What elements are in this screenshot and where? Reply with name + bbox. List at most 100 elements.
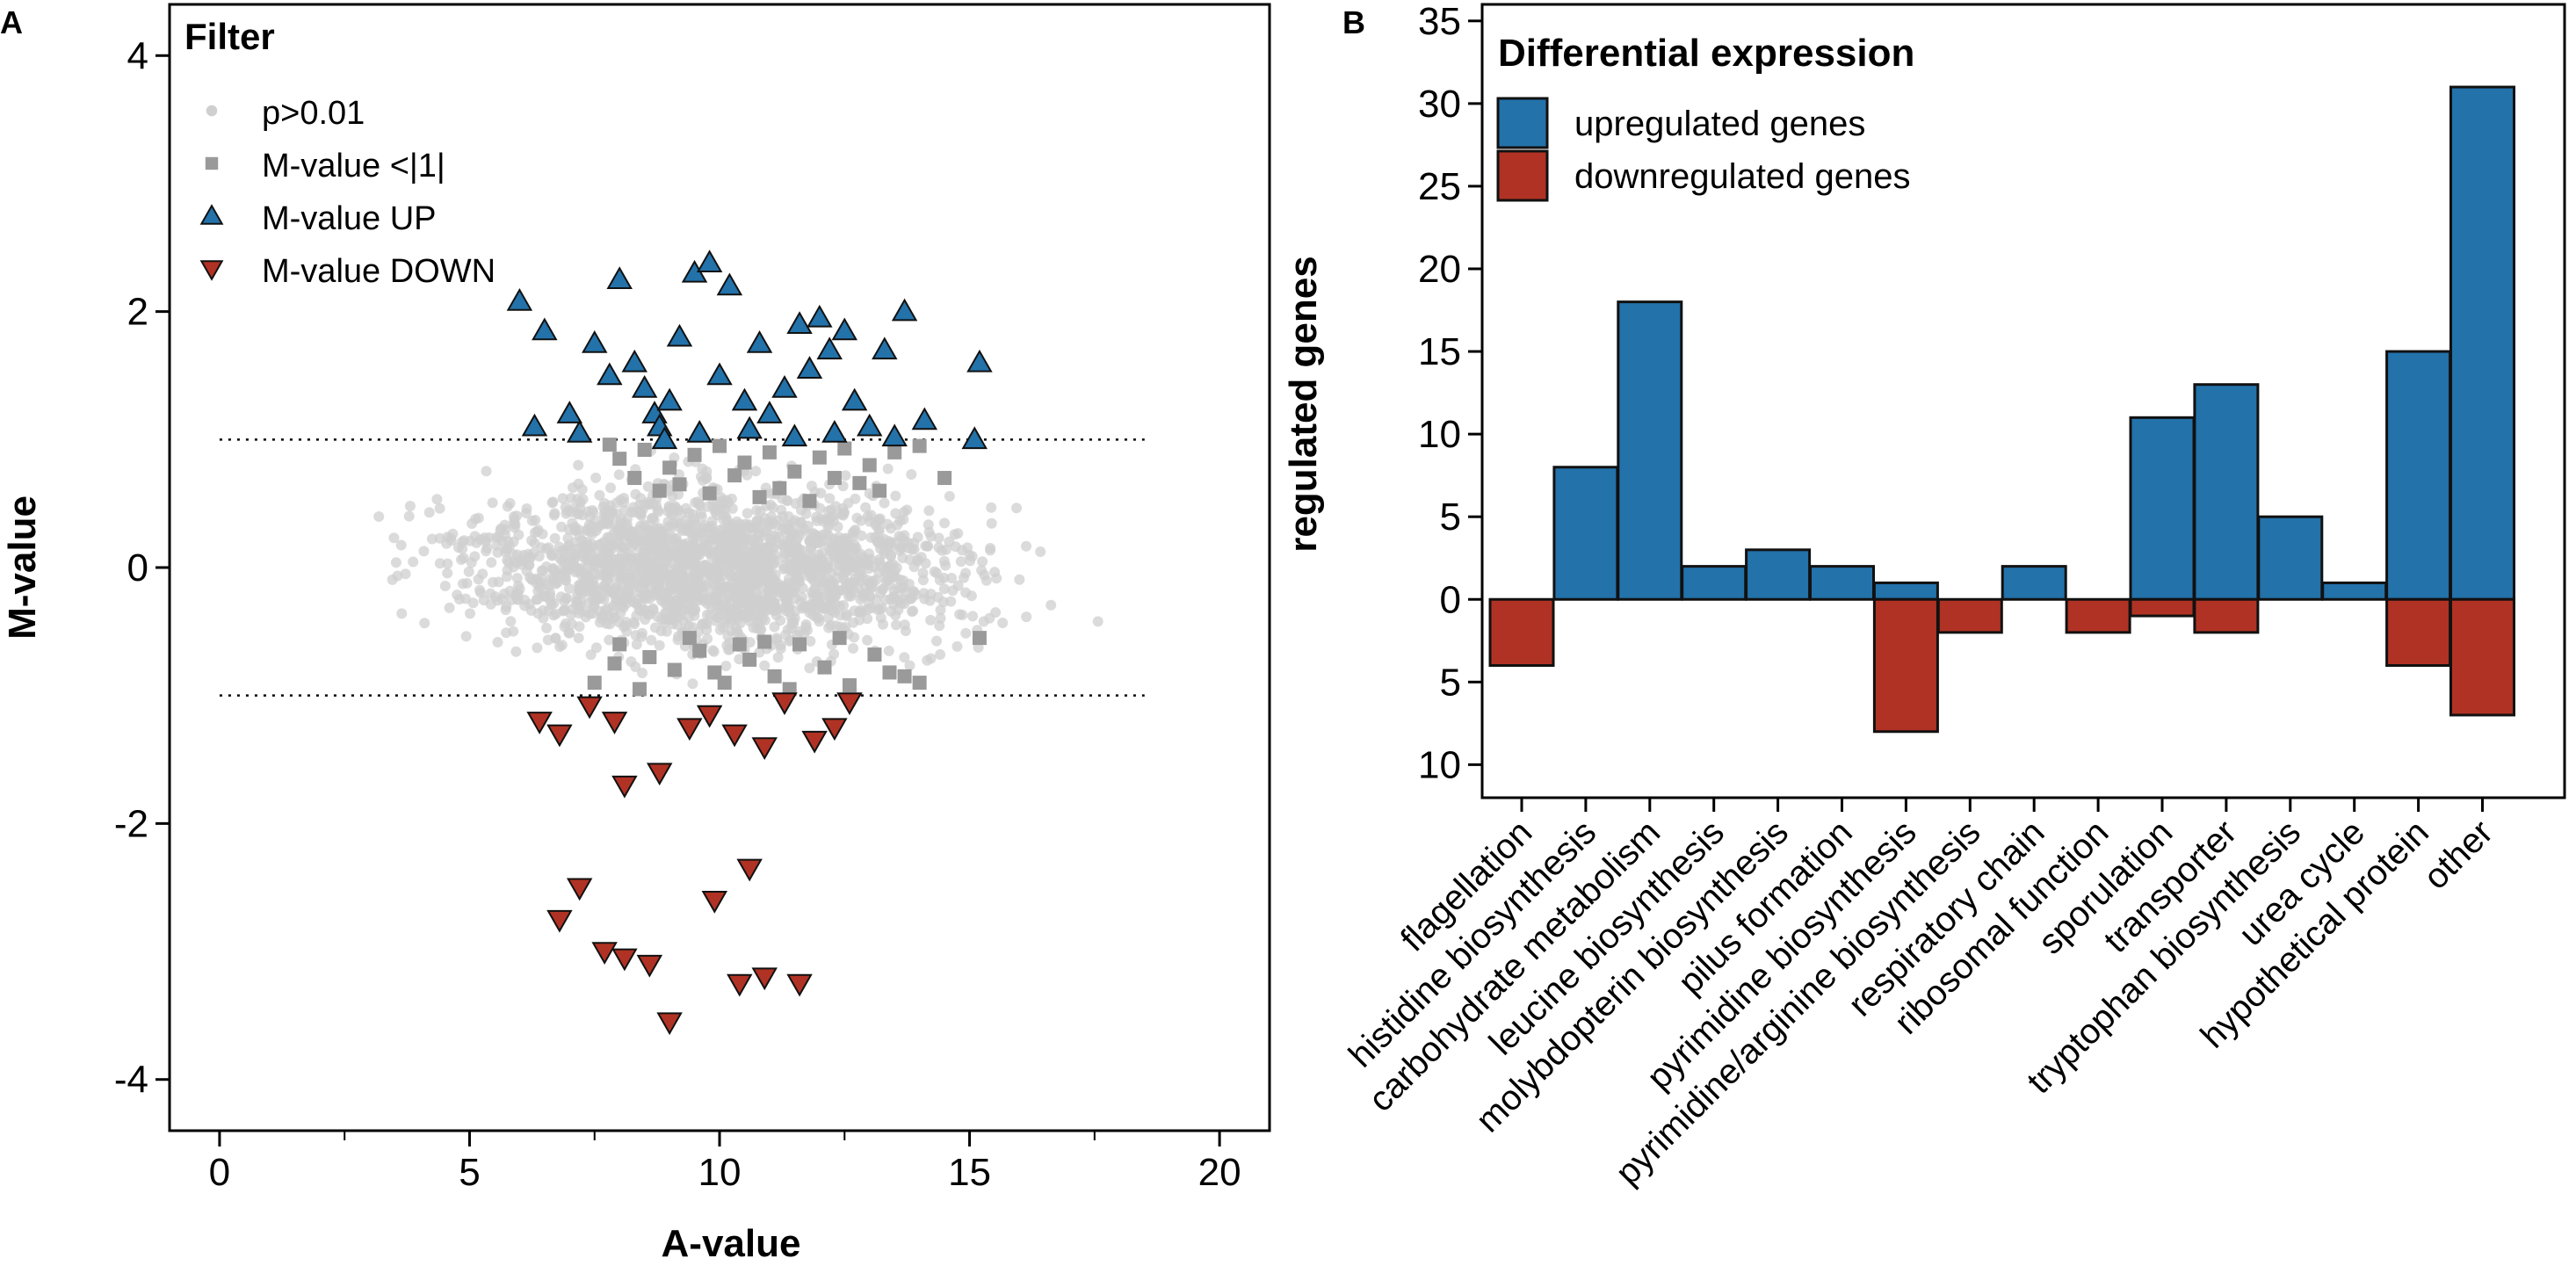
- background-point: [442, 568, 453, 579]
- background-point: [614, 553, 626, 564]
- background-point: [872, 535, 884, 546]
- square-point: [637, 442, 652, 457]
- background-point: [530, 515, 541, 525]
- background-point: [701, 624, 713, 635]
- background-point: [604, 634, 615, 646]
- background-point: [418, 546, 430, 557]
- up-point: [821, 420, 848, 443]
- bar-down: [1488, 597, 1555, 667]
- legend-symbol-triangle-down: [199, 260, 224, 281]
- y-tick-label: 2: [127, 291, 148, 334]
- background-point: [442, 532, 453, 543]
- square-point: [772, 481, 787, 495]
- background-point: [784, 546, 795, 558]
- background-point: [1021, 540, 1031, 552]
- background-point: [920, 540, 931, 552]
- background-point: [485, 598, 496, 610]
- square-point: [882, 665, 897, 680]
- background-point: [481, 466, 492, 477]
- background-point: [548, 510, 560, 521]
- background-point: [935, 649, 946, 660]
- background-point: [967, 611, 979, 622]
- background-point: [502, 571, 512, 582]
- background-point: [986, 502, 997, 513]
- square-point: [672, 477, 687, 492]
- background-point: [631, 639, 642, 650]
- background-point: [920, 558, 931, 569]
- background-point: [935, 604, 946, 616]
- background-point: [557, 493, 568, 504]
- background-point: [862, 613, 873, 625]
- square-point: [787, 464, 802, 479]
- square-point: [682, 631, 697, 646]
- background-point: [649, 622, 661, 633]
- y-tick-label-b: 15: [1418, 330, 1461, 373]
- square-point: [587, 676, 602, 691]
- y-axis-title-b: regulated genes: [1282, 256, 1325, 552]
- background-point: [817, 577, 829, 589]
- background-point: [931, 568, 943, 579]
- background-point: [511, 510, 523, 522]
- bar-up: [2449, 85, 2515, 601]
- background-point: [583, 519, 595, 531]
- background-point: [762, 544, 773, 555]
- background-point: [392, 570, 403, 582]
- background-point: [985, 545, 996, 556]
- background-point: [804, 536, 815, 547]
- background-point: [543, 605, 554, 617]
- square-point: [792, 637, 807, 652]
- background-point: [952, 580, 964, 591]
- background-point: [419, 618, 431, 629]
- background-point: [766, 511, 777, 523]
- background-point: [759, 660, 771, 671]
- down-point: [546, 909, 573, 933]
- background-point: [806, 481, 817, 492]
- square-point: [727, 468, 742, 483]
- background-point: [454, 594, 465, 605]
- background-point: [848, 554, 859, 566]
- background-point: [669, 596, 681, 607]
- background-point: [434, 503, 445, 514]
- background-point: [750, 466, 762, 477]
- background-point: [804, 662, 815, 674]
- background-point: [670, 532, 682, 544]
- background-point: [668, 518, 679, 530]
- background-point: [843, 497, 854, 509]
- y-axis-ticks-b: 10 5 0 5 10 15 20 25 30 35: [1418, 0, 1482, 786]
- background-point: [654, 579, 665, 590]
- y-axis-title: M-value: [1, 495, 44, 640]
- background-point: [849, 632, 860, 643]
- up-point: [566, 420, 593, 443]
- background-point: [899, 535, 910, 546]
- background-point: [882, 463, 894, 474]
- background-point: [486, 557, 497, 568]
- background-point: [708, 646, 720, 657]
- legend-symbol-triangle-up: [199, 204, 224, 225]
- background-point: [642, 481, 654, 492]
- background-point: [940, 544, 952, 555]
- background-point: [780, 591, 792, 603]
- background-point: [890, 537, 901, 548]
- background-point: [555, 591, 567, 603]
- bar-up: [1552, 466, 1619, 601]
- background-point: [879, 497, 890, 509]
- background-point: [575, 503, 586, 514]
- background-point: [602, 532, 613, 543]
- background-point: [532, 642, 543, 654]
- background-point: [697, 474, 708, 486]
- background-point: [949, 529, 960, 540]
- background-point: [606, 613, 618, 624]
- background-point: [811, 511, 822, 523]
- background-point: [559, 621, 570, 633]
- bars: [1488, 85, 2515, 812]
- background-point: [932, 591, 944, 603]
- background-point: [792, 552, 803, 562]
- down-point: [721, 724, 748, 748]
- background-point: [676, 568, 687, 580]
- square-point: [817, 660, 832, 675]
- square-point: [912, 438, 927, 453]
- down-point: [821, 718, 848, 741]
- background-point: [500, 604, 511, 616]
- background-point: [638, 571, 649, 582]
- background-point: [720, 661, 732, 671]
